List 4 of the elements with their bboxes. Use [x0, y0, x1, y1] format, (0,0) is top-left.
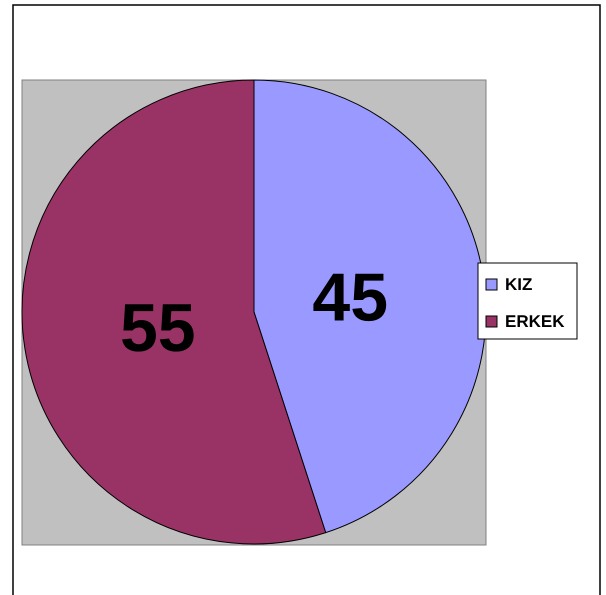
- data-label: 45: [312, 260, 388, 336]
- data-label: 55: [120, 290, 196, 366]
- legend-label: KIZ: [505, 275, 532, 294]
- legend-label: ERKEK: [505, 312, 566, 331]
